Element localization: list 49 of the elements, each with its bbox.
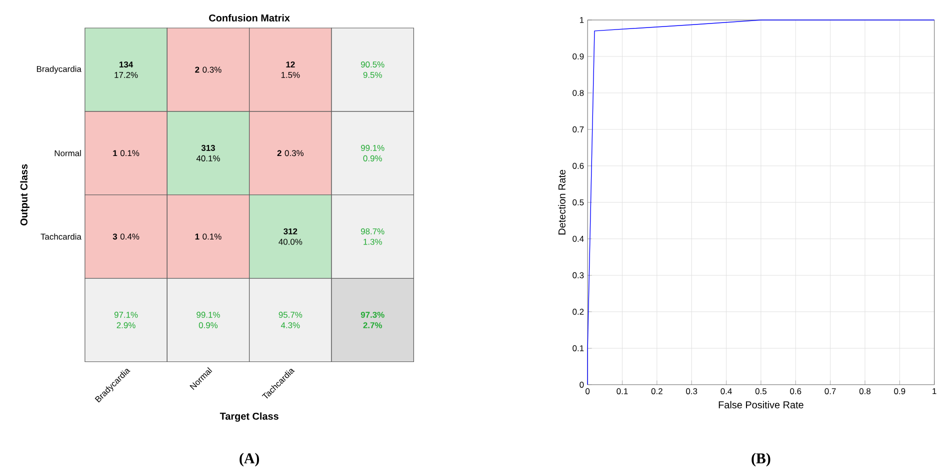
x-tick-label: 0.2 bbox=[651, 388, 662, 394]
x-tick-label: 0.1 bbox=[616, 388, 628, 394]
y-tick-label: 1 bbox=[580, 17, 584, 24]
text: 97.1% 2.9% bbox=[114, 312, 138, 328]
text: 3 0.4% bbox=[112, 234, 140, 240]
text: (A) bbox=[240, 453, 260, 467]
y-tick-label: 0 bbox=[580, 382, 584, 388]
text: 98.7% 1.3% bbox=[361, 228, 384, 245]
y-tick-label: 0.8 bbox=[572, 90, 584, 96]
line-series bbox=[587, 20, 935, 386]
text: 99.1% 0.9% bbox=[196, 312, 220, 328]
text: 99.1% 0.9% bbox=[361, 145, 384, 162]
text: 312 40.0% bbox=[278, 228, 302, 245]
text: 2 0.3% bbox=[277, 150, 304, 156]
x-tick-label: 0.4 bbox=[720, 388, 732, 394]
text: Confusion Matrix bbox=[209, 14, 290, 22]
x-tick-label: 1 bbox=[932, 388, 936, 394]
text: Output Class bbox=[20, 164, 30, 226]
text: 95.7% 4.3% bbox=[278, 312, 302, 328]
x-axis-title: False Positive Rate bbox=[718, 401, 804, 408]
y-tick-label: 0.4 bbox=[572, 236, 584, 242]
category-label: Bradycardia bbox=[36, 66, 82, 74]
x-tick-label: 0.5 bbox=[755, 388, 766, 394]
text: Target Class bbox=[220, 412, 278, 422]
x-tick-label: 0.9 bbox=[894, 388, 906, 394]
text: 90.5% 9.5% bbox=[361, 62, 384, 78]
y-tick-label: 0.6 bbox=[572, 163, 584, 169]
x-tick-label: 0.7 bbox=[824, 388, 836, 394]
y-tick-label: 0.9 bbox=[572, 54, 584, 60]
text: (B) bbox=[752, 453, 770, 467]
y-tick-label: 0.5 bbox=[572, 199, 584, 206]
text: 12 1.5% bbox=[281, 62, 300, 78]
y-tick-label: 0.2 bbox=[572, 308, 584, 315]
text: 313 40.1% bbox=[196, 145, 220, 162]
x-tick-label: 0 bbox=[586, 388, 590, 394]
y-tick-label: 0.7 bbox=[572, 126, 584, 133]
text: 2 0.3% bbox=[195, 66, 222, 73]
text: 1 0.1% bbox=[113, 150, 140, 156]
text: 97.3% 2.7% bbox=[360, 312, 384, 328]
y-tick-label: 0.3 bbox=[572, 272, 584, 278]
y-axis-title: Detection Rate bbox=[558, 170, 566, 235]
x-tick-label: 0.3 bbox=[686, 388, 698, 394]
category-label: Tachcardia bbox=[40, 234, 82, 240]
text: 1 0.1% bbox=[195, 234, 222, 240]
x-tick-label: 0.8 bbox=[859, 388, 870, 394]
category-label: Normal bbox=[54, 150, 81, 156]
y-tick-label: 0.1 bbox=[572, 345, 584, 352]
x-tick-label: 0.6 bbox=[790, 388, 802, 394]
text: 134 17.2% bbox=[114, 62, 138, 78]
